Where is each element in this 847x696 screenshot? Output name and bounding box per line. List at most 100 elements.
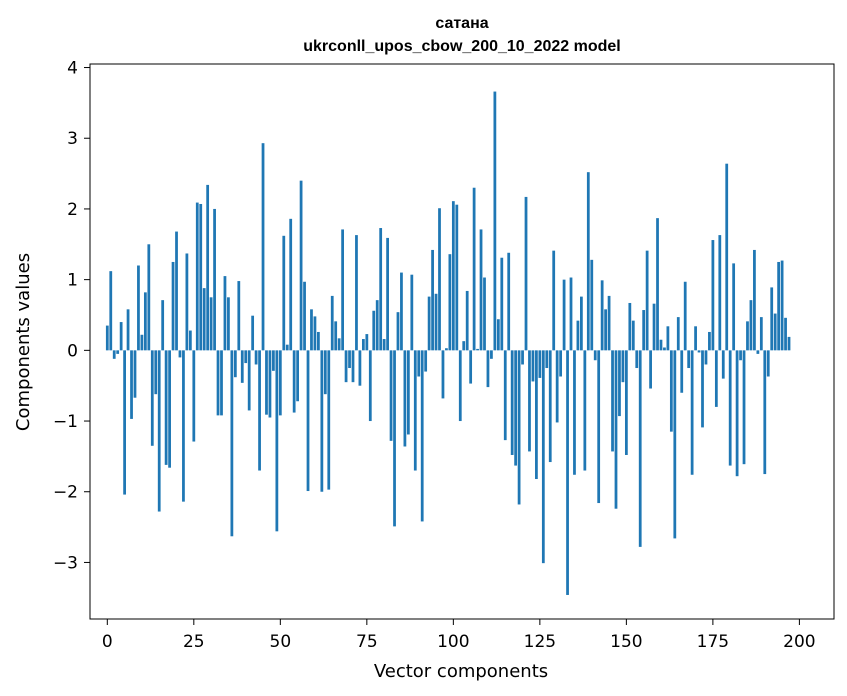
bar xyxy=(379,228,383,351)
bar xyxy=(361,339,365,351)
bar xyxy=(265,350,268,415)
bar xyxy=(164,350,168,465)
bar xyxy=(109,271,113,351)
bar xyxy=(721,350,725,379)
bar xyxy=(517,350,521,505)
x-tick-label: 150 xyxy=(610,632,642,652)
bar xyxy=(223,276,227,351)
bar xyxy=(732,263,736,351)
bar xyxy=(690,350,694,475)
bar xyxy=(573,350,576,475)
bar xyxy=(697,350,701,353)
bar xyxy=(780,260,784,351)
x-tick-label: 200 xyxy=(783,632,815,652)
x-tick-label: 100 xyxy=(437,632,469,652)
bar xyxy=(569,277,573,351)
bar xyxy=(424,350,428,372)
bar xyxy=(701,350,704,428)
bar xyxy=(756,350,760,354)
chart-subtitle: ukrconll_upos_cbow_200_10_2022 model xyxy=(303,38,620,55)
bar xyxy=(552,250,556,351)
bar xyxy=(787,336,791,351)
bar xyxy=(714,350,718,407)
bar xyxy=(483,277,486,351)
bar xyxy=(330,295,334,351)
bar xyxy=(490,350,493,359)
bar xyxy=(521,350,524,365)
bar xyxy=(548,350,552,463)
bar xyxy=(469,350,473,384)
bar xyxy=(140,334,144,351)
bar xyxy=(157,350,161,512)
bar xyxy=(417,350,421,377)
bar xyxy=(334,321,338,351)
bar xyxy=(150,350,154,446)
y-tick-label: −1 xyxy=(53,412,78,432)
bar xyxy=(753,249,756,351)
bar xyxy=(299,180,303,351)
bar xyxy=(413,350,417,471)
bar xyxy=(687,350,691,369)
y-tick-label: −3 xyxy=(53,553,78,573)
bar xyxy=(593,350,597,361)
bar xyxy=(372,310,376,351)
bar xyxy=(261,143,265,351)
bar xyxy=(327,350,331,490)
bar xyxy=(272,350,275,371)
bar xyxy=(656,218,659,351)
bar xyxy=(278,350,282,416)
x-tick-label: 25 xyxy=(183,632,205,652)
bar xyxy=(199,203,203,351)
bar xyxy=(147,244,151,351)
bar xyxy=(393,350,396,527)
bar xyxy=(133,350,137,398)
bar xyxy=(763,350,767,475)
bar xyxy=(137,265,140,351)
bar xyxy=(355,235,358,351)
bar xyxy=(178,350,182,358)
bar xyxy=(735,350,739,477)
bar xyxy=(337,338,341,351)
y-tick-label: 3 xyxy=(67,129,78,149)
bar xyxy=(597,350,601,504)
bar xyxy=(230,350,234,537)
bar xyxy=(116,350,120,354)
bar xyxy=(233,350,237,378)
bar xyxy=(496,319,500,351)
bar xyxy=(777,261,781,351)
bar xyxy=(451,201,455,351)
bar xyxy=(493,91,497,351)
bar xyxy=(621,350,625,383)
bar xyxy=(507,252,511,351)
bar xyxy=(317,331,320,351)
bar xyxy=(320,350,324,492)
x-tick-label: 175 xyxy=(697,632,729,652)
bar xyxy=(254,350,258,365)
bar xyxy=(555,350,559,423)
bar xyxy=(773,313,777,351)
bar xyxy=(220,350,223,416)
bar xyxy=(126,309,130,351)
bar xyxy=(590,259,594,351)
bar xyxy=(227,297,230,351)
bar xyxy=(576,320,580,351)
y-tick-label: 2 xyxy=(67,200,78,220)
bar xyxy=(458,350,462,422)
bar xyxy=(479,229,483,351)
bar xyxy=(410,274,414,351)
bar xyxy=(669,350,673,432)
bar xyxy=(663,347,666,351)
bar xyxy=(119,322,123,351)
bar xyxy=(313,316,317,351)
bar xyxy=(694,326,697,351)
bar xyxy=(400,272,403,351)
bar xyxy=(168,350,171,468)
bar xyxy=(766,350,770,377)
bar xyxy=(531,350,535,382)
y-tick-label: 1 xyxy=(67,271,78,291)
bar xyxy=(742,350,746,465)
bar xyxy=(323,350,327,395)
bar xyxy=(580,296,583,351)
bar xyxy=(607,295,611,351)
bar-series xyxy=(105,91,791,595)
